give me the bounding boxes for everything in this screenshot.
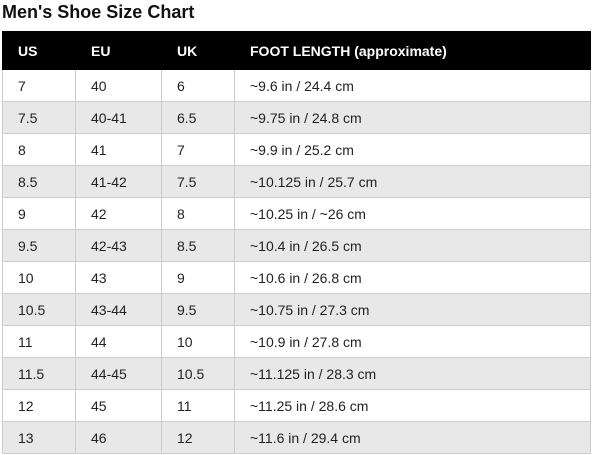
table-cell-us: 7 bbox=[2, 69, 76, 102]
table-cell-uk: 8 bbox=[161, 197, 235, 230]
table-cell-uk: 11 bbox=[161, 389, 235, 422]
table-cell-eu: 44 bbox=[75, 325, 162, 358]
table-cell-us: 10 bbox=[2, 261, 76, 294]
table-cell-foot-length: ~11.125 in / 28.3 cm bbox=[234, 357, 591, 390]
table-row: 11 44 10 ~10.9 in / 27.8 cm bbox=[2, 325, 591, 358]
table-cell-foot-length: ~10.9 in / 27.8 cm bbox=[234, 325, 591, 358]
table-row: 7.5 40-41 6.5 ~9.75 in / 24.8 cm bbox=[2, 101, 591, 134]
table-row: 8.5 41-42 7.5 ~10.125 in / 25.7 cm bbox=[2, 165, 591, 198]
table-row: 10 43 9 ~10.6 in / 26.8 cm bbox=[2, 261, 591, 294]
table-cell-uk: 6.5 bbox=[161, 101, 235, 134]
table-row: 7 40 6 ~9.6 in / 24.4 cm bbox=[2, 69, 591, 102]
table-cell-eu: 45 bbox=[75, 389, 162, 422]
table-cell-eu: 40-41 bbox=[75, 101, 162, 134]
table-row: 8 41 7 ~9.9 in / 25.2 cm bbox=[2, 133, 591, 166]
table-cell-uk: 8.5 bbox=[161, 229, 235, 262]
column-header-uk: UK bbox=[161, 31, 235, 70]
table-cell-uk: 10 bbox=[161, 325, 235, 358]
table-cell-foot-length: ~11.6 in / 29.4 cm bbox=[234, 421, 591, 454]
table-cell-us: 8 bbox=[2, 133, 76, 166]
table-row: 9 42 8 ~10.25 in / ~26 cm bbox=[2, 197, 591, 230]
table-row: 11.5 44-45 10.5 ~11.125 in / 28.3 cm bbox=[2, 357, 591, 390]
table-cell-uk: 9.5 bbox=[161, 293, 235, 326]
table-cell-foot-length: ~10.6 in / 26.8 cm bbox=[234, 261, 591, 294]
table-cell-us: 8.5 bbox=[2, 165, 76, 198]
table-cell-uk: 7.5 bbox=[161, 165, 235, 198]
table-cell-uk: 10.5 bbox=[161, 357, 235, 390]
table-cell-us: 13 bbox=[2, 421, 76, 454]
column-header-eu: EU bbox=[75, 31, 162, 70]
table-cell-uk: 7 bbox=[161, 133, 235, 166]
table-cell-us: 12 bbox=[2, 389, 76, 422]
table-cell-foot-length: ~10.4 in / 26.5 cm bbox=[234, 229, 591, 262]
table-cell-uk: 6 bbox=[161, 69, 235, 102]
table-body: 7 40 6 ~9.6 in / 24.4 cm 7.5 40-41 6.5 ~9.75 in… bbox=[2, 69, 591, 454]
table-cell-eu: 42-43 bbox=[75, 229, 162, 262]
table-cell-foot-length: ~9.75 in / 24.8 cm bbox=[234, 101, 591, 134]
table-cell-eu: 43-44 bbox=[75, 293, 162, 326]
table-cell-us: 10.5 bbox=[2, 293, 76, 326]
table-cell-eu: 43 bbox=[75, 261, 162, 294]
table-cell-us: 9.5 bbox=[2, 229, 76, 262]
table-cell-foot-length: ~9.9 in / 25.2 cm bbox=[234, 133, 591, 166]
table-cell-eu: 44-45 bbox=[75, 357, 162, 390]
table-cell-foot-length: ~9.6 in / 24.4 cm bbox=[234, 69, 591, 102]
table-cell-us: 11.5 bbox=[2, 357, 76, 390]
table-cell-eu: 40 bbox=[75, 69, 162, 102]
page-title: Men's Shoe Size Chart bbox=[2, 2, 195, 22]
table-cell-foot-length: ~10.25 in / ~26 cm bbox=[234, 197, 591, 230]
column-header-us: US bbox=[2, 31, 76, 70]
table-header-row: US EU UK FOOT LENGTH (approximate) bbox=[2, 31, 591, 70]
shoe-size-table: US EU UK FOOT LENGTH (approximate) 7 40 6 ~… bbox=[2, 31, 591, 454]
table-row: 12 45 11 ~11.25 in / 28.6 cm bbox=[2, 389, 591, 422]
column-header-foot-length: FOOT LENGTH (approximate) bbox=[234, 31, 591, 70]
table-row: 9.5 42-43 8.5 ~10.4 in / 26.5 cm bbox=[2, 229, 591, 262]
table-cell-foot-length: ~10.125 in / 25.7 cm bbox=[234, 165, 591, 198]
table-row: 13 46 12 ~11.6 in / 29.4 cm bbox=[2, 421, 591, 454]
table-cell-us: 11 bbox=[2, 325, 76, 358]
table-cell-eu: 46 bbox=[75, 421, 162, 454]
table-row: 10.5 43-44 9.5 ~10.75 in / 27.3 cm bbox=[2, 293, 591, 326]
table-cell-us: 7.5 bbox=[2, 101, 76, 134]
table-cell-eu: 41 bbox=[75, 133, 162, 166]
table-cell-eu: 41-42 bbox=[75, 165, 162, 198]
table-cell-us: 9 bbox=[2, 197, 76, 230]
table-cell-uk: 9 bbox=[161, 261, 235, 294]
table-cell-foot-length: ~11.25 in / 28.6 cm bbox=[234, 389, 591, 422]
table-cell-foot-length: ~10.75 in / 27.3 cm bbox=[234, 293, 591, 326]
table-cell-eu: 42 bbox=[75, 197, 162, 230]
table-cell-uk: 12 bbox=[161, 421, 235, 454]
